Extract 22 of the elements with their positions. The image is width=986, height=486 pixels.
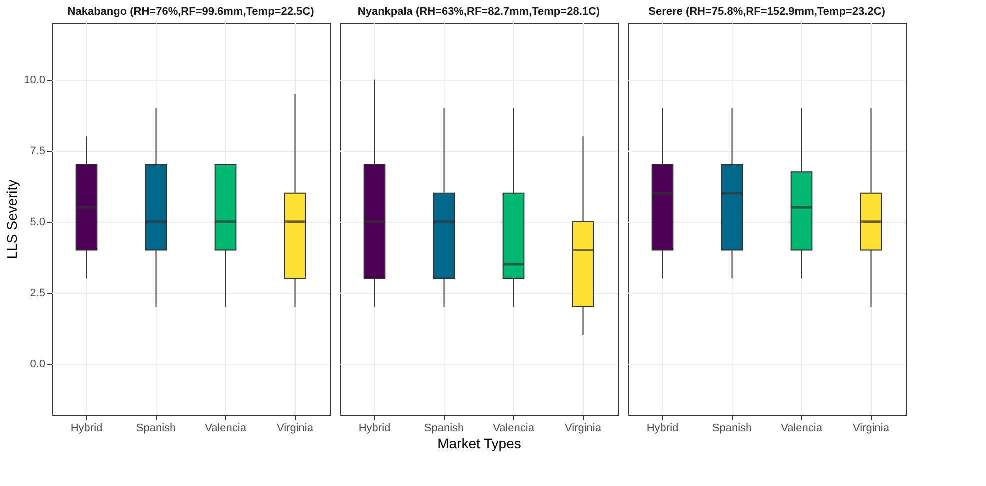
- y-tick-label: 10.0: [24, 74, 46, 86]
- chart-title: Nakabango (RH=76%,RF=99.6mm,Temp=22.5C): [68, 6, 315, 18]
- chart-title: Nyankpala (RH=63%,RF=82.7mm,Temp=28.1C): [358, 6, 600, 18]
- x-tick-label: Spanish: [712, 422, 752, 434]
- x-tick-label: Valencia: [781, 422, 824, 434]
- x-tick-label: Virginia: [565, 422, 602, 434]
- x-tick-label: Hybrid: [646, 422, 679, 434]
- x-tick-label: Spanish: [424, 422, 464, 434]
- x-tick-label: Virginia: [853, 422, 890, 434]
- chart-title: Serere (RH=75.8%,RF=152.9mm,Temp=23.2C): [648, 6, 886, 18]
- x-tick-label: Hybrid: [70, 422, 103, 434]
- y-tick-label: 5.0: [30, 216, 46, 228]
- x-tick-label: Valencia: [493, 422, 536, 434]
- x-tick-label: Hybrid: [358, 422, 391, 434]
- y-axis-title: LLS Severity: [4, 180, 20, 260]
- y-tick-label: 2.5: [30, 287, 46, 300]
- y-tick-label: 0.0: [30, 358, 46, 370]
- x-axis-title: Market Types: [438, 436, 522, 452]
- x-tick-label: Spanish: [136, 422, 176, 434]
- y-tick-label: 7.5: [30, 145, 46, 158]
- x-tick-label: Virginia: [277, 422, 314, 434]
- x-tick-label: Valencia: [205, 422, 248, 434]
